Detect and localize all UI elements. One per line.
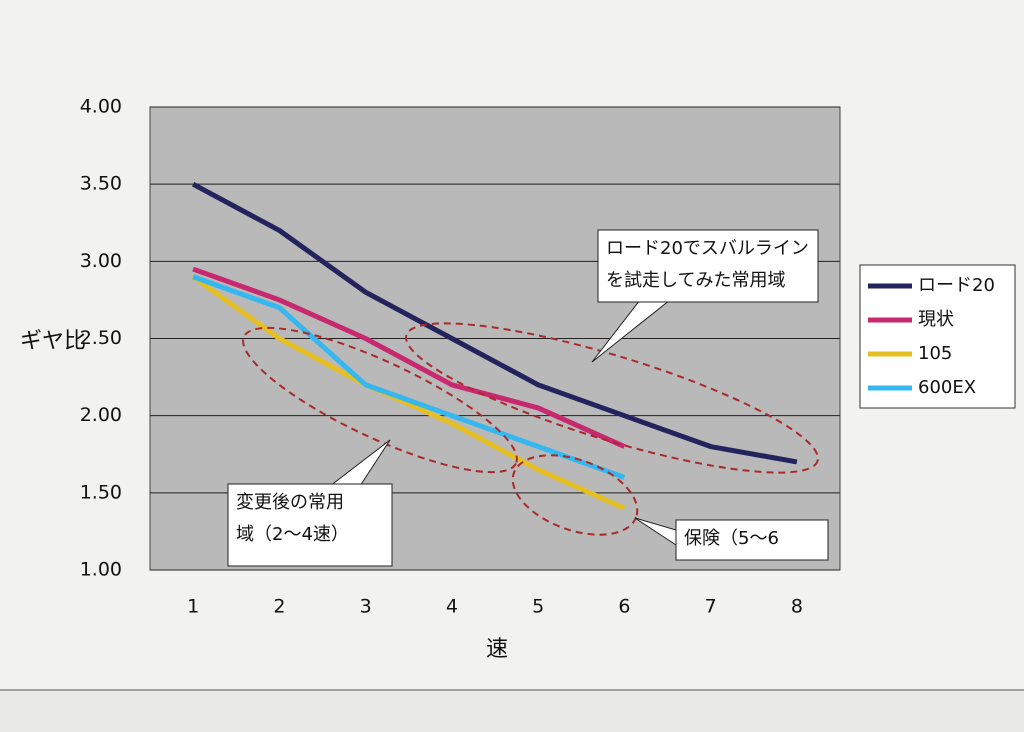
annotation-text: を試走してみた常用域 xyxy=(606,270,785,291)
annotation-text: 域（2〜4速） xyxy=(236,524,349,545)
x-tick-label: 7 xyxy=(705,596,717,618)
y-tick-label: 3.50 xyxy=(80,173,122,195)
y-axis-label: ギヤ比 xyxy=(20,329,86,354)
callout-box xyxy=(597,229,819,303)
x-tick-label: 5 xyxy=(532,596,544,618)
legend-box xyxy=(859,264,1016,409)
x-tick-label: 6 xyxy=(618,596,630,618)
annotation-text: ロード20でスバルライン xyxy=(606,238,809,259)
legend-label: ロード20 xyxy=(918,275,995,296)
x-axis-label: 速 xyxy=(486,637,508,662)
legend-label: 600EX xyxy=(918,377,976,398)
y-tick-label: 2.50 xyxy=(80,327,122,349)
y-tick-label: 2.00 xyxy=(80,404,122,426)
series-line xyxy=(192,274,626,480)
annotation-text: 保険（5〜6 xyxy=(684,528,779,549)
highlight-ellipse xyxy=(405,322,819,474)
x-tick-label: 8 xyxy=(791,596,803,618)
series-line xyxy=(191,181,798,465)
callout-box xyxy=(675,519,829,561)
highlight-ellipse xyxy=(242,326,518,474)
y-tick-label: 1.50 xyxy=(80,481,122,503)
annotation-text: 変更後の常用 xyxy=(236,492,344,513)
x-tick-label: 2 xyxy=(273,596,285,618)
x-tick-label: 3 xyxy=(360,596,372,618)
callout-box xyxy=(227,483,393,567)
series-line xyxy=(191,274,626,511)
legend-label: 現状 xyxy=(918,309,954,330)
x-tick-label: 4 xyxy=(446,596,458,618)
annotation-shapes xyxy=(242,299,819,546)
y-tick-label: 4.00 xyxy=(80,96,122,118)
legend-label: 105 xyxy=(918,343,952,364)
y-tick-label: 3.00 xyxy=(80,250,122,272)
highlight-ellipse xyxy=(511,454,639,536)
y-tick-label: 1.00 xyxy=(80,559,122,581)
series-line xyxy=(192,266,626,449)
x-tick-label: 1 xyxy=(187,596,199,618)
